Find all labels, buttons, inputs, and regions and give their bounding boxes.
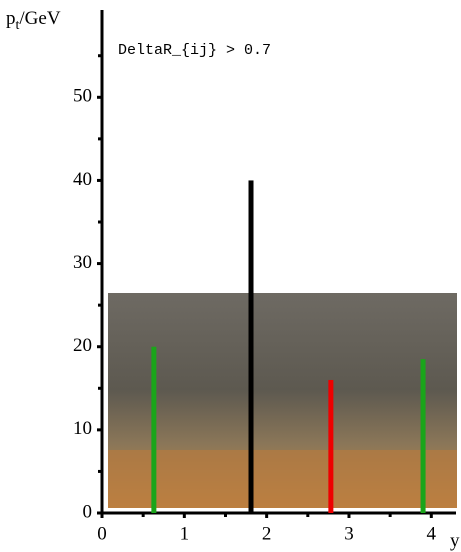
y-tick-label: 50 xyxy=(73,86,92,107)
chart: DeltaR_{ij} > 0.7 pt/GeV y 0 10 20 30 40 50 0 1… xyxy=(0,0,461,552)
y-tick-label: 20 xyxy=(73,335,92,356)
annotation: DeltaR_{ij} > 0.7 xyxy=(118,42,271,59)
y-tick-label: 10 xyxy=(73,418,92,439)
y-tick-label: 0 xyxy=(83,501,93,522)
x-tick-label: 3 xyxy=(344,523,354,544)
x-tick-label: 1 xyxy=(180,523,190,544)
skyline xyxy=(108,450,457,508)
x-axis-label: y xyxy=(450,530,460,551)
bar xyxy=(328,380,333,513)
y-tick-label: 40 xyxy=(73,169,92,190)
bar xyxy=(421,359,426,513)
y-label-main: p xyxy=(6,8,16,29)
y-label-rest: /GeV xyxy=(19,8,60,29)
x-tick-label: 2 xyxy=(262,523,272,544)
bar xyxy=(151,347,156,513)
x-tick-label: 0 xyxy=(97,523,107,544)
y-axis-label: pt/GeV xyxy=(6,8,61,33)
y-tick-label: 30 xyxy=(73,252,92,273)
bar xyxy=(249,180,254,513)
x-tick-label: 4 xyxy=(427,523,437,544)
